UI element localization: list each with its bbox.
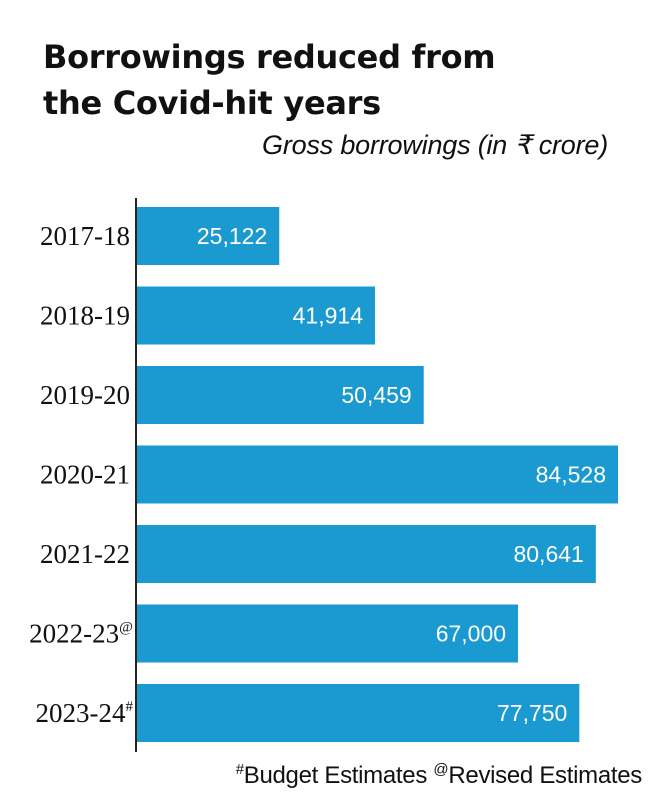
bar-2018-19	[136, 286, 376, 345]
category-label-2020-21: 2020-21	[40, 460, 130, 490]
category-label-2019-20: 2019-20	[40, 380, 130, 410]
chart-title: Borrowings reduced from the Covid-hit ye…	[43, 34, 603, 126]
bar-2021-22	[136, 525, 596, 583]
revised-note: Revised Estimates	[448, 762, 642, 789]
bar-2017-18	[136, 207, 280, 265]
value-label-2022-23: 67,000	[436, 621, 506, 647]
category-label-2021-22: 2021-22	[40, 539, 130, 569]
category-label-2022-23: 2022-23@	[29, 619, 133, 649]
bar-2022-23	[136, 604, 519, 663]
title-line-2: the Covid-hit years	[43, 84, 381, 122]
category-mark: #	[126, 699, 134, 715]
footnote: #Budget Estimates @Revised Estimates	[235, 761, 643, 790]
category-mark: @	[119, 620, 133, 636]
bar-2023-24	[136, 684, 580, 742]
value-label-2017-18: 25,122	[197, 223, 267, 249]
budget-mark: #	[235, 761, 244, 778]
value-label-2021-22: 80,641	[513, 541, 583, 567]
revised-mark: @	[433, 761, 449, 778]
category-label-2017-18: 2017-18	[40, 221, 130, 251]
budget-note: Budget Estimates	[243, 762, 428, 789]
value-label-2023-24: 77,750	[497, 700, 567, 726]
bar-2020-21	[136, 445, 618, 504]
value-label-2019-20: 50,459	[341, 382, 411, 408]
title-line-1: Borrowings reduced from	[43, 38, 496, 76]
category-label-2023-24: 2023-24#	[36, 698, 134, 728]
value-label-2018-19: 41,914	[293, 303, 364, 329]
value-label-2020-21: 84,528	[536, 462, 606, 488]
category-label-2018-19: 2018-19	[40, 301, 130, 331]
bar-2019-20	[136, 366, 424, 424]
chart-subtitle: Gross borrowings (in ₹ crore)	[262, 130, 608, 160]
bar-chart: 25,122 2017-18 41,914 2018-19 50,459 2019-20 8…	[29, 198, 618, 752]
